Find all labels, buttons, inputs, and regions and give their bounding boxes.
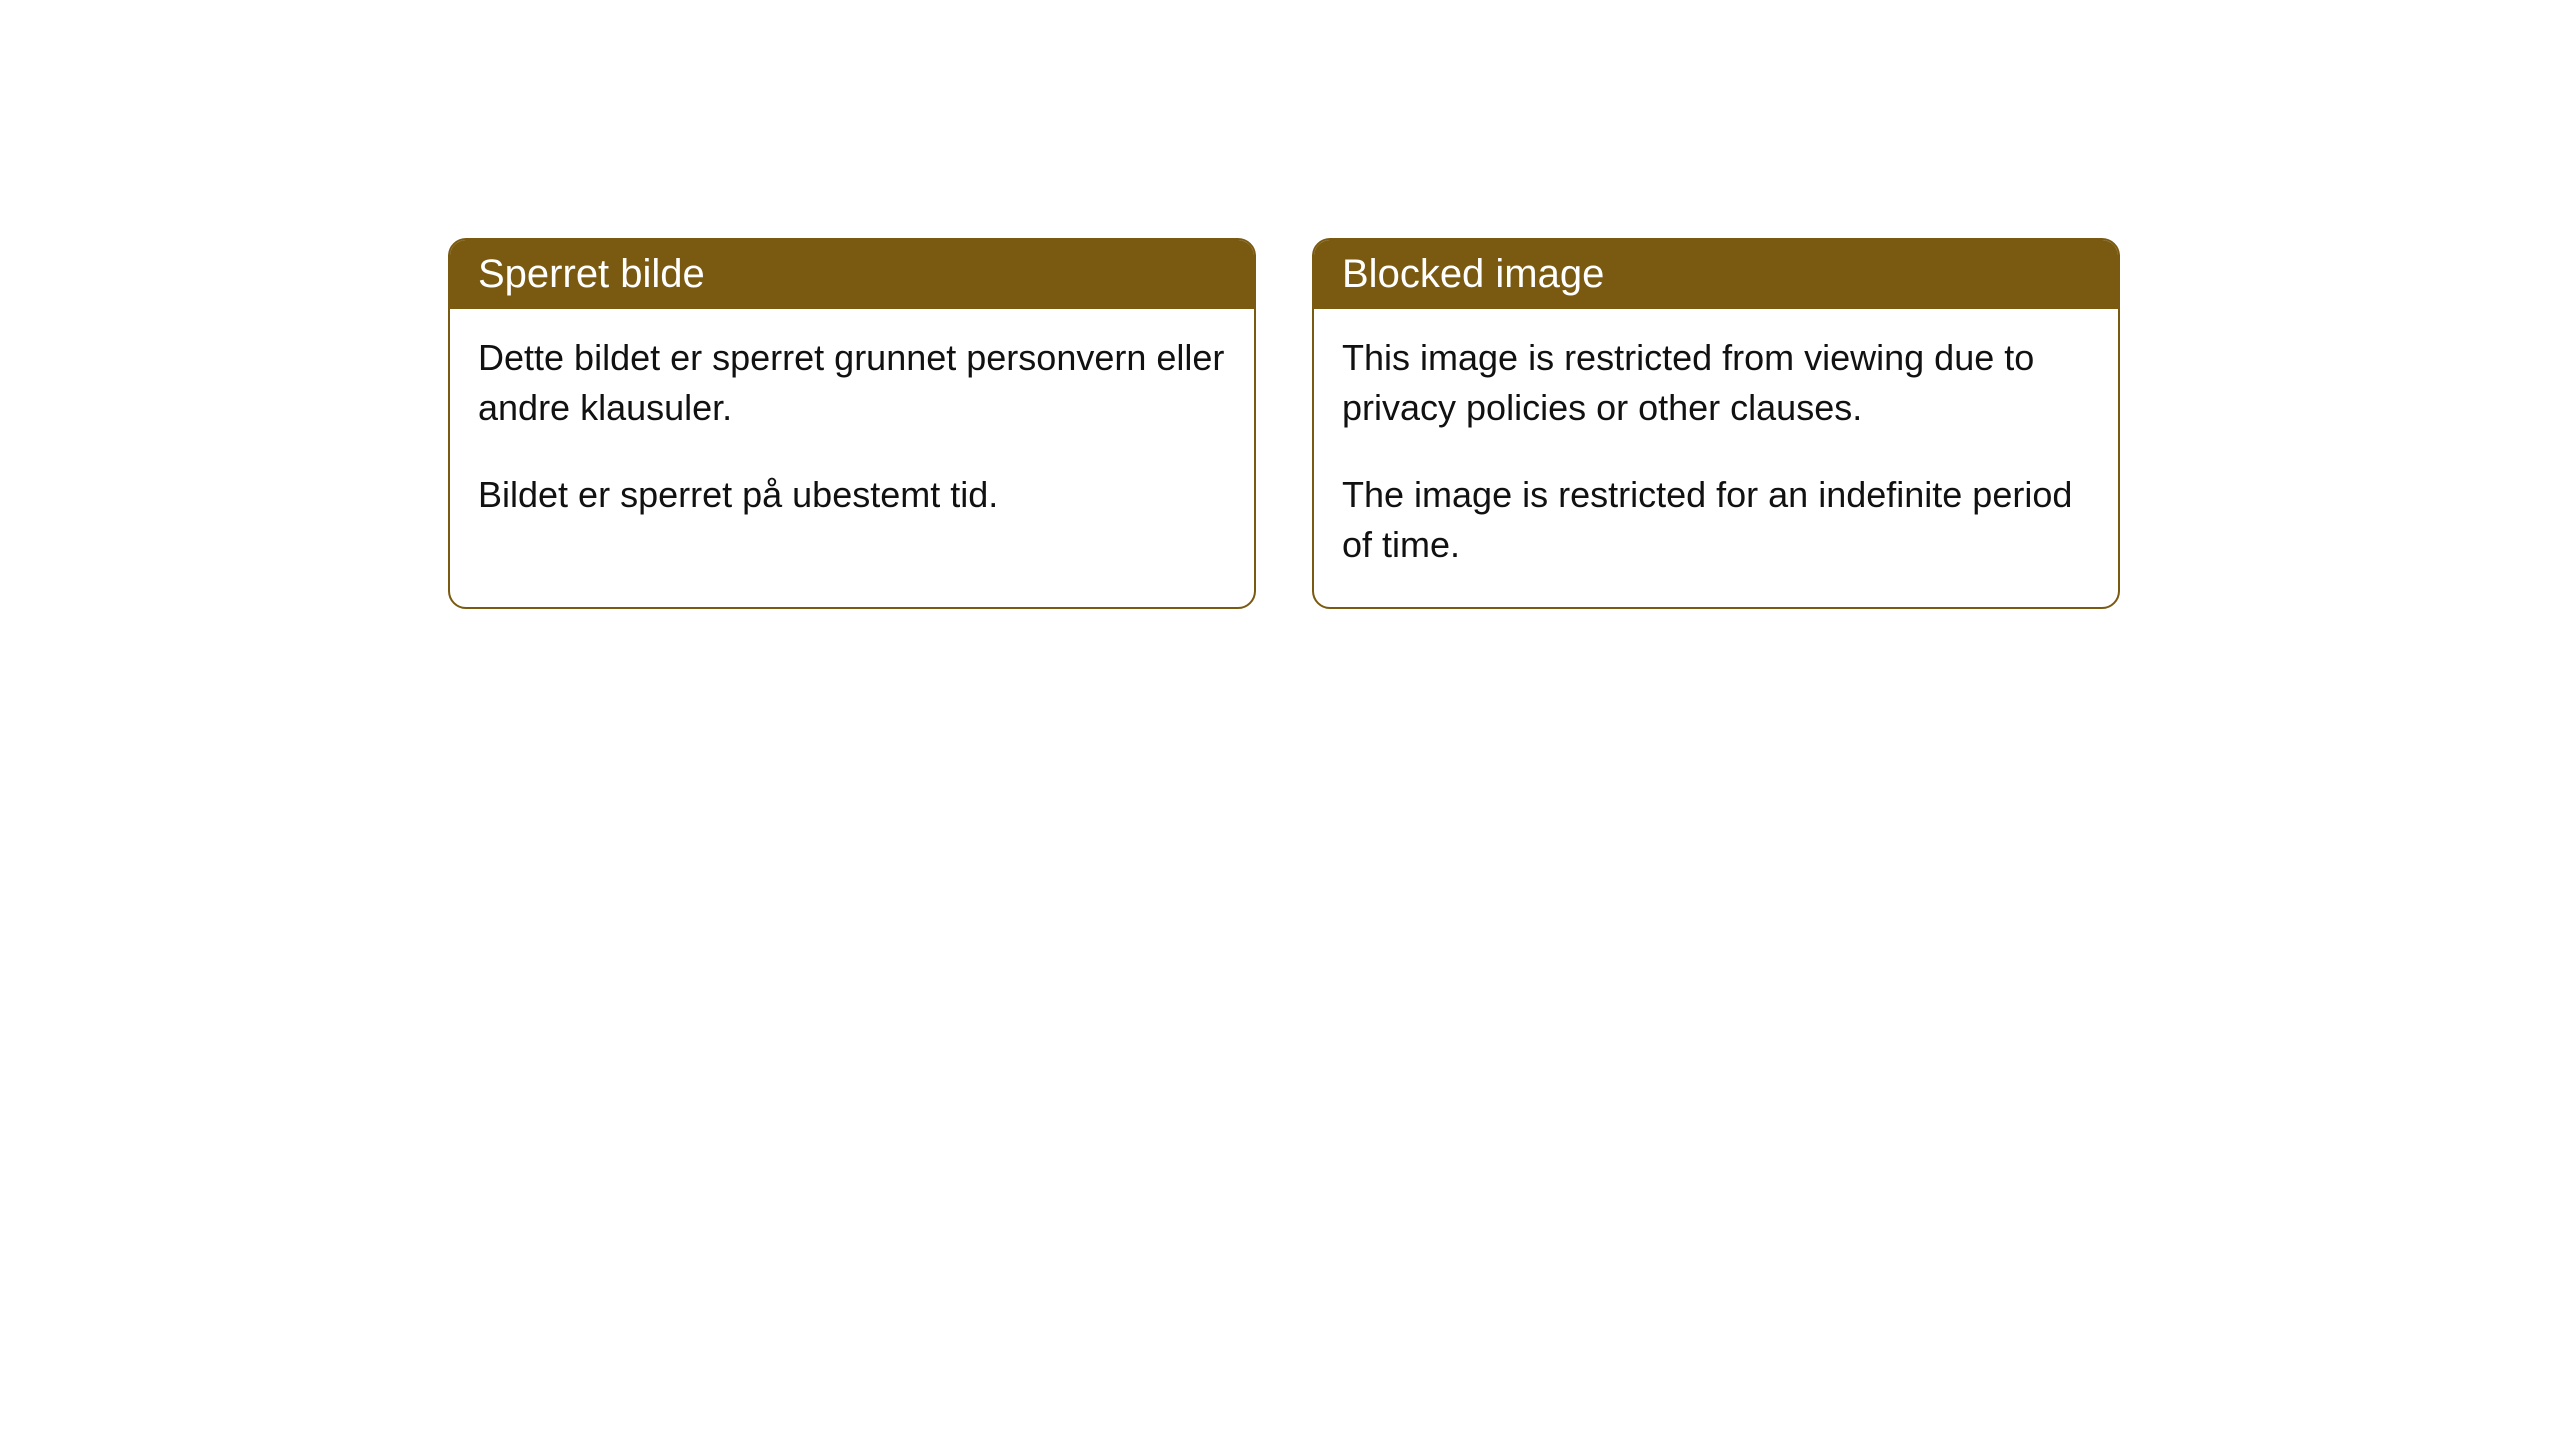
card-paragraph: Bildet er sperret på ubestemt tid.: [478, 470, 1226, 520]
card-header: Sperret bilde: [450, 240, 1254, 309]
card-body: This image is restricted from viewing du…: [1314, 309, 2118, 607]
card-body: Dette bildet er sperret grunnet personve…: [450, 309, 1254, 556]
notice-card-english: Blocked image This image is restricted f…: [1312, 238, 2120, 609]
card-paragraph: This image is restricted from viewing du…: [1342, 333, 2090, 434]
card-paragraph: Dette bildet er sperret grunnet personve…: [478, 333, 1226, 434]
card-paragraph: The image is restricted for an indefinit…: [1342, 470, 2090, 571]
card-title: Sperret bilde: [478, 252, 705, 296]
notice-cards-container: Sperret bilde Dette bildet er sperret gr…: [448, 238, 2120, 609]
card-title: Blocked image: [1342, 252, 1604, 296]
card-header: Blocked image: [1314, 240, 2118, 309]
notice-card-norwegian: Sperret bilde Dette bildet er sperret gr…: [448, 238, 1256, 609]
